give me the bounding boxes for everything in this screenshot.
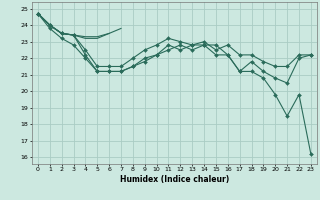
X-axis label: Humidex (Indice chaleur): Humidex (Indice chaleur) [120, 175, 229, 184]
